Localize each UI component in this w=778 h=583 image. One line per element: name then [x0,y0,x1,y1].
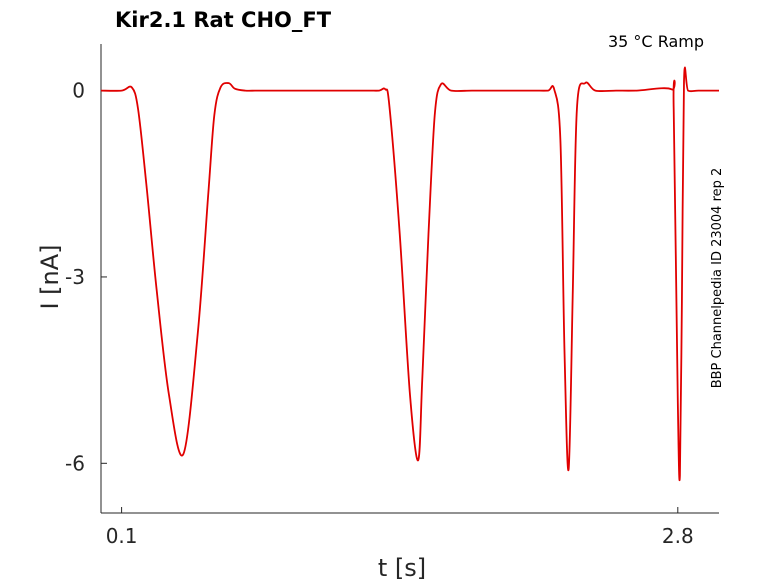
chart-subtitle: 35 °C Ramp [608,32,704,51]
y-tick-label: -3 [65,265,85,289]
current-trace [100,66,719,482]
source-id-label: BBP Channelpedia ID 23004 rep 2 [710,168,725,389]
x-ticks: 0.1 2.8 [106,507,694,548]
chart-title: Kir2.1 Rat CHO_FT [115,8,332,32]
y-tick-label: 0 [72,79,85,103]
y-axis-label: I [nA] [36,244,64,309]
x-tick-label: 2.8 [662,524,694,548]
axes [100,44,719,514]
y-tick-label: -6 [65,451,85,475]
x-axis-label: t [s] [378,554,426,582]
x-tick-label: 0.1 [106,524,138,548]
y-ticks: 0 -3 -6 [65,79,107,475]
